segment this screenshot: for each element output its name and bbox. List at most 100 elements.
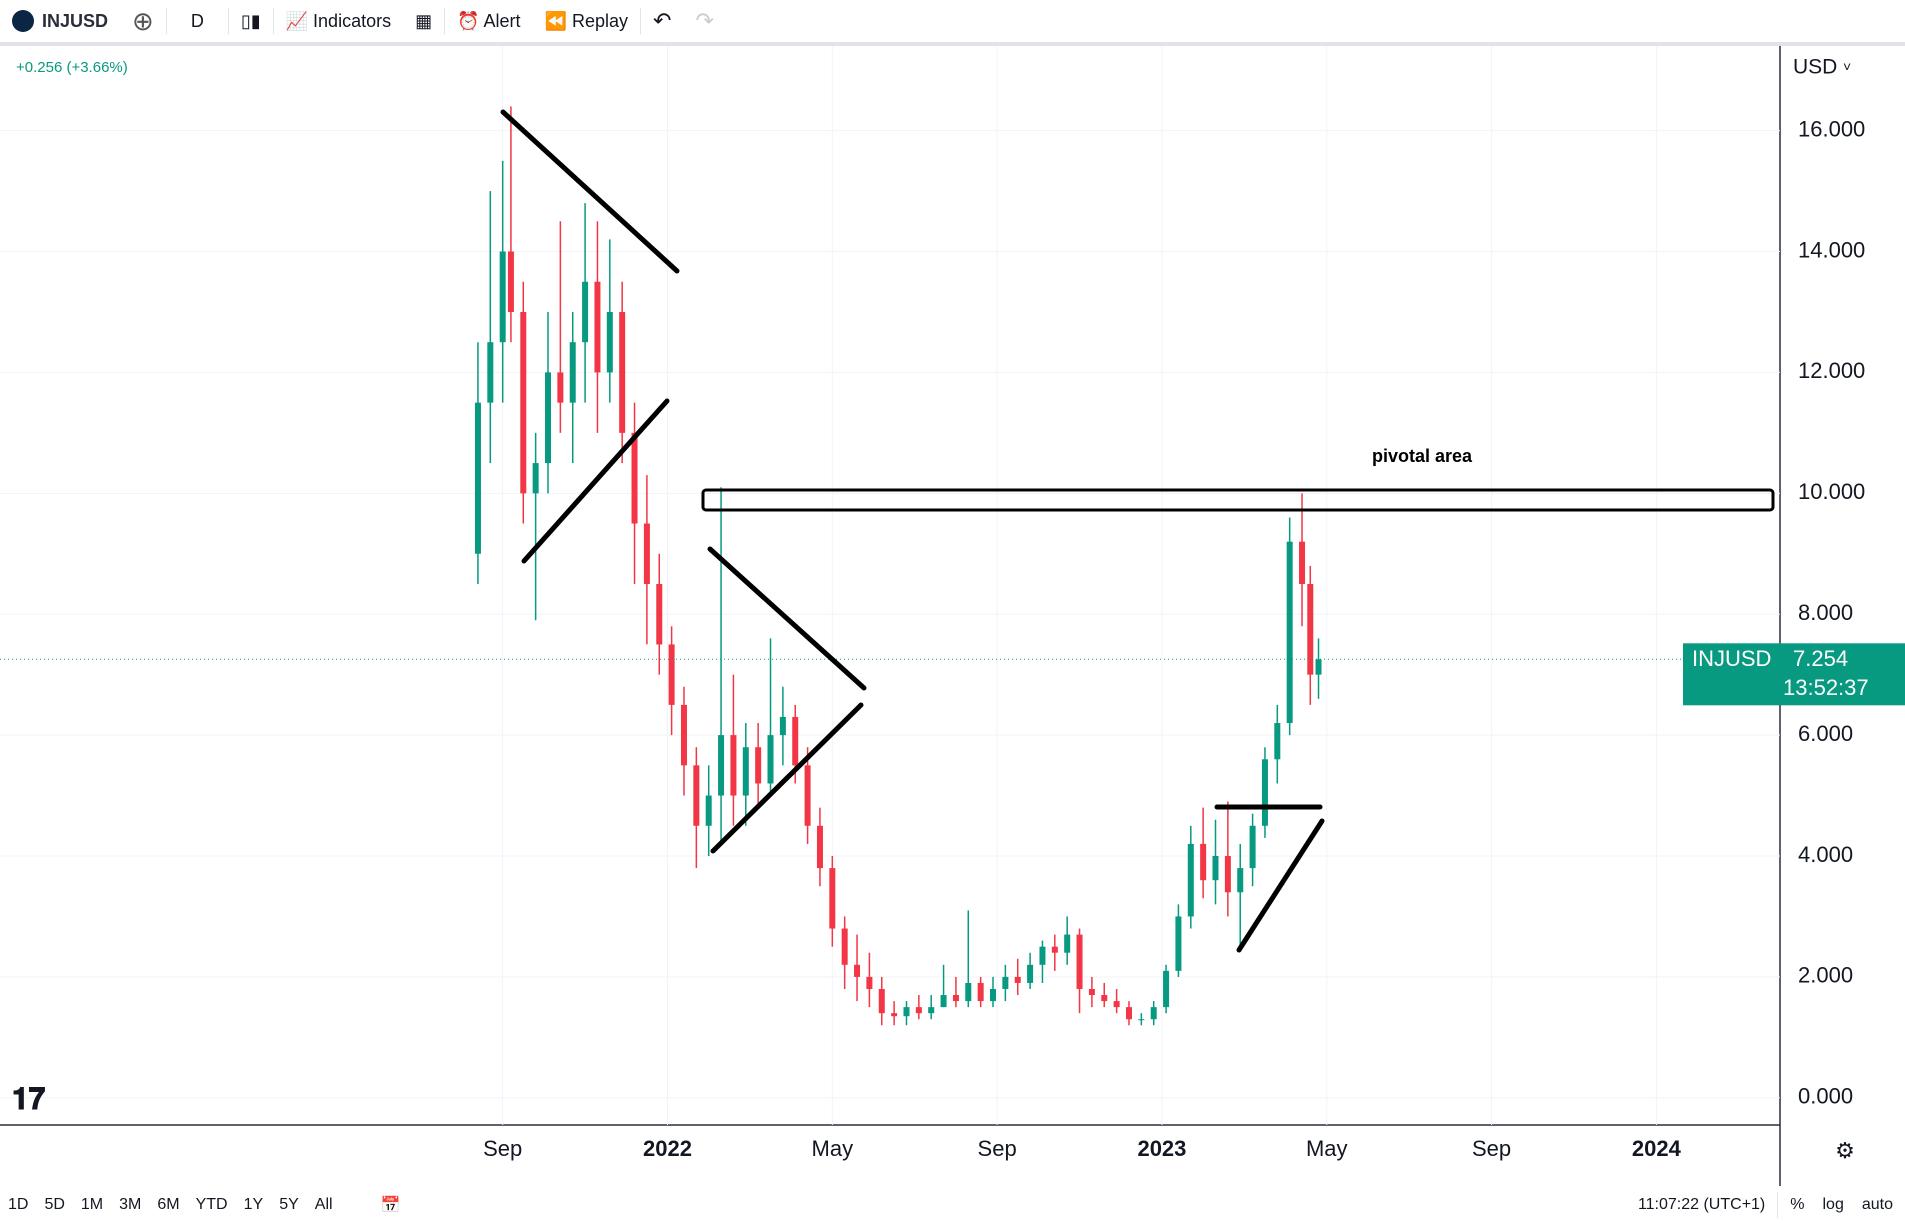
candle-body [915,1007,922,1014]
replay[interactable]: Replay [571,10,628,31]
layouts-button[interactable]: ▦ [415,10,433,31]
y-tick-label: 0.000 [1798,1084,1853,1109]
y-tick-label: 2.000 [1798,963,1853,988]
range-button[interactable]: 1D [8,1195,29,1213]
range-button[interactable]: 5D [44,1195,65,1213]
chart: +0.256 (+3.66%) USD ˅ pivotal area 𝟏𝟕 ⚙ … [0,46,1905,1186]
range-button[interactable]: 1M [80,1195,104,1213]
log[interactable]: log [1822,1195,1844,1213]
alert-button[interactable]: ⏰ Alert [457,10,521,31]
candle-body [499,251,506,343]
candle-body [854,964,861,977]
candle-body [619,311,626,433]
interval[interactable]: D [190,10,204,31]
chart-type[interactable]: ▯▮ [240,10,261,31]
y-tick-label: 8.000 [1798,600,1853,625]
candle-body [1274,723,1281,760]
clock: 11:07:22 (UTC+1) [1637,1195,1766,1213]
candle-body [1299,541,1306,584]
x-tick-label: May [1306,1136,1348,1161]
replay-button[interactable]: ⏪ Replay [544,10,628,31]
candle-body [1039,946,1046,965]
candle-body [532,463,539,494]
candle-body [1187,843,1194,917]
candle-body [582,281,589,343]
auto[interactable]: auto [1861,1195,1893,1213]
currency-caret[interactable]: ˅ [1843,59,1851,75]
y-tick-label: 6.000 [1798,721,1853,746]
undo[interactable]: ↶ [653,8,672,33]
alert[interactable]: Alert [483,10,521,31]
candle-body [742,747,749,796]
candle-body [940,995,947,1008]
candle-body [1014,976,1021,983]
tv-logo[interactable]: 𝟏𝟕 [12,1083,46,1116]
add-symbol[interactable]: ⊕ [132,5,154,36]
candle-body [952,995,959,1002]
x-tick-label: Sep [483,1136,522,1161]
symbol-button[interactable]: INJUSD [12,10,108,32]
y-tick-label: 14.000 [1798,237,1865,262]
x-tick-label: May [812,1136,854,1161]
candle-body [792,716,799,766]
candle-body [1261,759,1268,826]
plot [0,46,1780,1125]
percent[interactable]: % [1790,1195,1805,1213]
candle-body [1125,1007,1132,1020]
candle-body [816,825,823,869]
candle-body [891,1013,898,1017]
candle-body [1175,916,1182,971]
last-price-box [1683,643,1905,706]
redo[interactable]: ↷ [695,8,714,33]
separator [444,8,446,34]
date-range[interactable]: 📅 [380,1196,401,1214]
top-toolbar: INJUSD ⊕ D ▯▮ 📈 Indicators ▦ ⏰ Alert ⏪ R… [0,0,1905,46]
candle-body [693,765,700,826]
indicators[interactable]: Indicators [313,10,392,31]
candle-body [965,982,972,1002]
range-button[interactable]: 3M [119,1195,142,1213]
separator [272,8,274,34]
candle-body [755,747,762,784]
candle-body [1076,934,1083,989]
candle-body [705,795,712,826]
range-button[interactable]: 1Y [243,1195,264,1213]
countdown: 13:52:37 [1783,675,1869,700]
symbol-icon [12,10,34,32]
candle-body [606,311,613,373]
candle-body [643,523,650,584]
y-tick-label: 16.000 [1798,116,1865,141]
candle-body [1200,843,1207,881]
x-tick-label: Sep [978,1136,1017,1161]
candle-body [1315,659,1322,675]
range-button[interactable]: YTD [195,1195,228,1213]
y-tick-label: 4.000 [1798,842,1853,867]
range-button[interactable]: 6M [157,1195,180,1213]
range-button[interactable]: 5Y [279,1195,299,1213]
candle-body [977,982,984,1002]
indicators-button[interactable]: 📈 Indicators [285,10,392,31]
candle-body [928,1007,935,1014]
trend-line [710,702,864,854]
candle-body [487,342,494,403]
separator [227,8,229,34]
currency[interactable]: USD [1793,56,1837,79]
candle-body [730,735,737,796]
symbol[interactable]: INJUSD [42,10,109,31]
x-tick-label: 2023 [1137,1136,1186,1161]
candle-body [631,432,638,524]
drawings [500,109,1775,953]
candle-body [1027,964,1034,983]
trend-line [1236,818,1325,953]
candle-body [474,402,481,554]
y-tick-label: 12.000 [1798,358,1865,383]
range-button[interactable]: All [314,1195,333,1213]
candle-body [1113,1001,1120,1008]
candle-body [520,311,527,494]
settings[interactable]: ⚙ [1835,1138,1855,1163]
pivotal-box [701,488,1775,512]
candle-body [1064,934,1071,953]
separator [640,8,641,34]
candle-body [878,988,885,1014]
